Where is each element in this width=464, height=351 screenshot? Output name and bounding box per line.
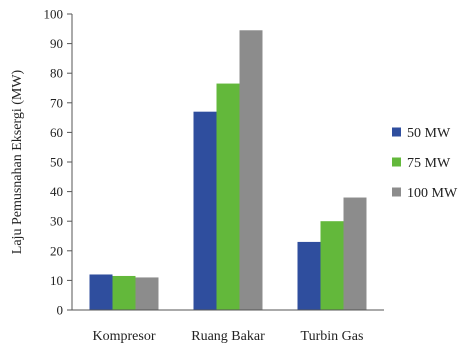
x-category-label: Kompresor (93, 329, 156, 344)
y-tick-label: 60 (50, 125, 63, 140)
y-tick-label: 80 (50, 66, 63, 81)
y-tick-label: 0 (57, 303, 64, 318)
bar-kompresor-50-mw (89, 274, 113, 310)
legend-label: 50 MW (407, 126, 451, 141)
x-category-label: Turbin Gas (301, 329, 364, 344)
bar-ruang-bakar-50-mw (193, 111, 217, 311)
bar-ruang-bakar-100-mw (239, 30, 263, 311)
legend-swatch (392, 187, 401, 197)
legend-label: 100 MW (407, 186, 458, 201)
legend: 50 MW 75 MW 100 MW (392, 126, 458, 201)
y-tick-label: 20 (50, 243, 63, 258)
bar-turbin-gas-75-mw (320, 221, 344, 310)
bar-turbin-gas-50-mw (297, 241, 321, 310)
y-tick-label: 100 (44, 7, 64, 22)
legend-swatch (392, 157, 401, 167)
y-tick-label: 90 (50, 36, 63, 51)
x-category-label: Ruang Bakar (191, 329, 265, 344)
legend-label: 75 MW (407, 156, 451, 171)
y-tick-label: 70 (50, 95, 63, 110)
bars (89, 30, 367, 311)
x-axis-labels: Kompresor Ruang Bakar Turbin Gas (93, 329, 364, 344)
bar-ruang-bakar-75-mw (216, 83, 240, 310)
legend-swatch (392, 127, 401, 137)
bar-kompresor-75-mw (112, 275, 136, 310)
bar-kompresor-100-mw (135, 277, 159, 310)
y-axis-ticks: 0 10 20 30 40 50 60 70 80 90 100 (44, 7, 72, 318)
y-tick-label: 30 (50, 214, 63, 229)
y-tick-label: 40 (50, 184, 63, 199)
y-tick-label: 10 (50, 273, 63, 288)
y-tick-label: 50 (50, 155, 63, 170)
y-axis-title: Laju Pemusnahan Eksergi (MW) (10, 69, 25, 254)
bar-turbin-gas-100-mw (343, 197, 367, 310)
